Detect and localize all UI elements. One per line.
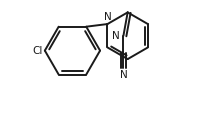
Text: N: N: [112, 31, 120, 41]
Text: N: N: [104, 12, 111, 22]
Text: Cl: Cl: [32, 46, 43, 56]
Text: N: N: [120, 70, 127, 80]
